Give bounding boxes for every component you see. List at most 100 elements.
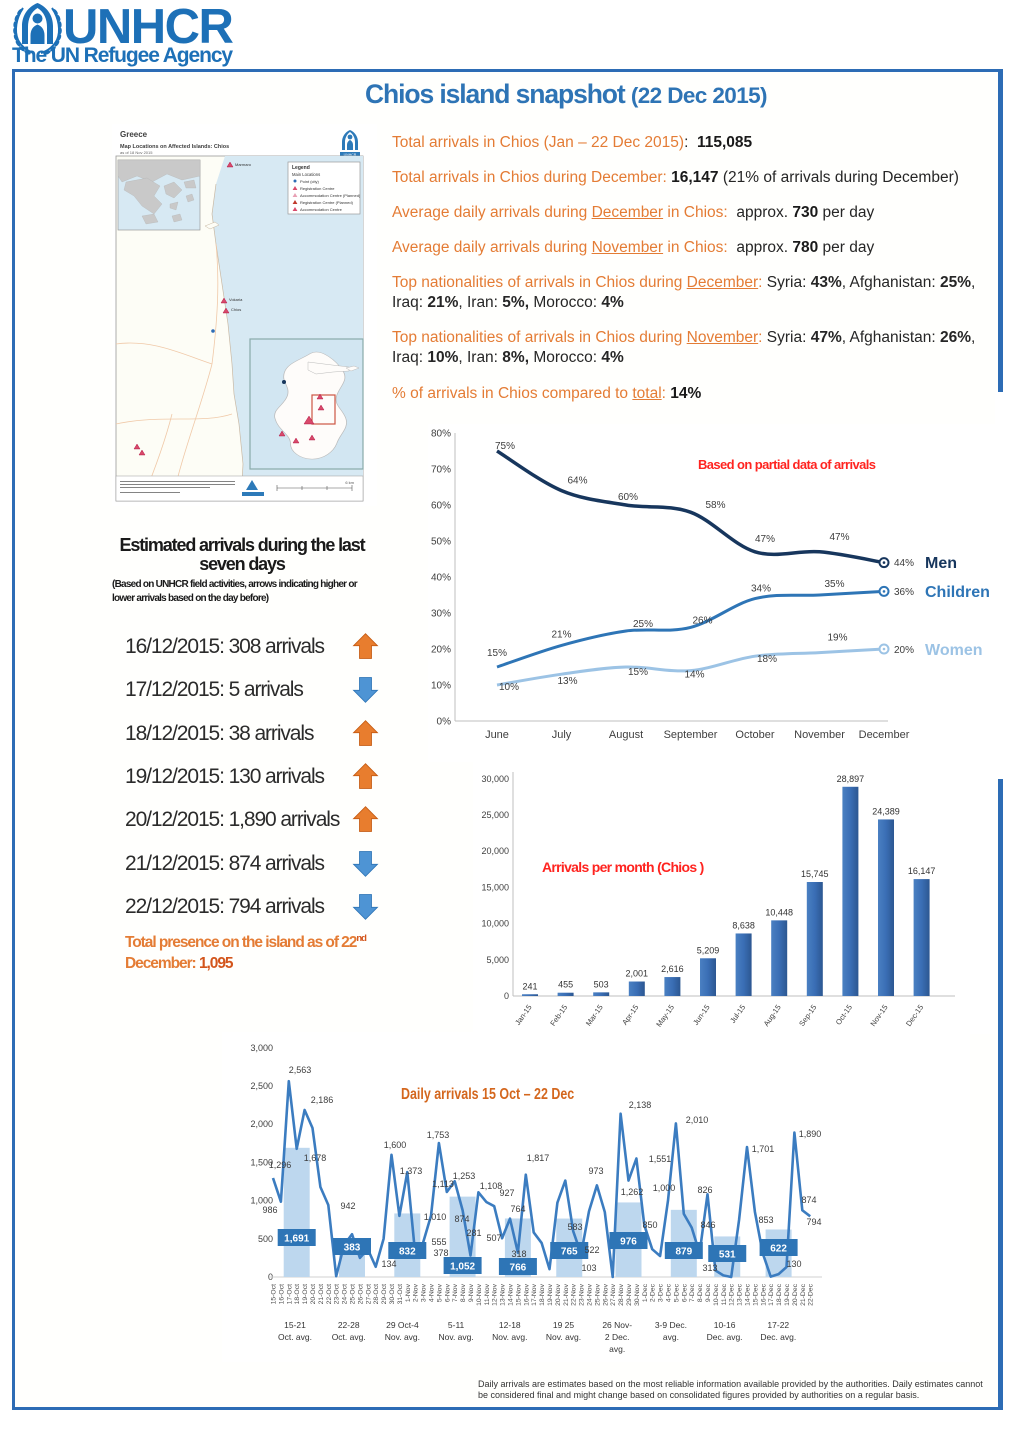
svg-text:832: 832 — [399, 1247, 416, 1258]
svg-text:UNHCR: UNHCR — [63, 0, 234, 54]
svg-text:1,678: 1,678 — [304, 1153, 327, 1163]
svg-text:130: 130 — [786, 1259, 801, 1269]
svg-text:Aug-15: Aug-15 — [762, 1003, 783, 1028]
svg-text:22-28: 22-28 — [338, 1320, 360, 1330]
svg-text:23-Nov: 23-Nov — [579, 1283, 586, 1306]
svg-text:18-Dec: 18-Dec — [776, 1283, 783, 1306]
svg-text:9-Nov: 9-Nov — [468, 1283, 475, 1302]
svg-text:20%: 20% — [894, 645, 914, 656]
svg-text:927: 927 — [499, 1188, 514, 1198]
svg-text:879: 879 — [675, 1247, 692, 1258]
svg-text:19-Oct: 19-Oct — [302, 1284, 309, 1305]
svg-text:Point (city): Point (city) — [300, 179, 320, 184]
svg-text:30-Oct: 30-Oct — [389, 1284, 396, 1305]
svg-text:455: 455 — [558, 980, 573, 990]
svg-text:15-Dec: 15-Dec — [752, 1283, 759, 1306]
svg-text:Oct-15: Oct-15 — [834, 1003, 854, 1027]
svg-text:1,253: 1,253 — [453, 1171, 476, 1181]
svg-text:853: 853 — [758, 1215, 773, 1225]
svg-text:8-Nov: 8-Nov — [460, 1283, 467, 1302]
svg-text:7-Dec: 7-Dec — [689, 1283, 696, 1302]
svg-text:3,000: 3,000 — [250, 1043, 273, 1053]
svg-text:19%: 19% — [827, 633, 847, 644]
svg-text:Accommodation Centre: Accommodation Centre — [300, 207, 343, 212]
svg-text:10,000: 10,000 — [481, 919, 509, 929]
svg-text:15-Oct: 15-Oct — [271, 1284, 278, 1305]
svg-text:35%: 35% — [824, 579, 844, 590]
svg-text:1,000: 1,000 — [250, 1196, 273, 1206]
svg-text:23-Oct: 23-Oct — [334, 1284, 341, 1305]
svg-text:Nov. avg.: Nov. avg. — [492, 1332, 527, 1342]
svg-text:28,897: 28,897 — [837, 774, 865, 784]
svg-text:874: 874 — [454, 1214, 469, 1224]
svg-text:1,000: 1,000 — [653, 1183, 676, 1193]
svg-text:29 Oct-4: 29 Oct-4 — [386, 1320, 419, 1330]
svg-text:1,600: 1,600 — [384, 1140, 407, 1150]
svg-text:27-Nov: 27-Nov — [610, 1283, 617, 1306]
svg-text:25,000: 25,000 — [481, 810, 509, 820]
svg-text:1,551: 1,551 — [649, 1154, 672, 1164]
svg-text:75%: 75% — [495, 441, 515, 452]
svg-text:20-Oct: 20-Oct — [310, 1284, 317, 1305]
svg-text:25-Nov: 25-Nov — [594, 1283, 601, 1306]
svg-text:2 Dec.: 2 Dec. — [605, 1332, 630, 1342]
svg-text:21-Oct: 21-Oct — [318, 1284, 325, 1305]
svg-text:24-Oct: 24-Oct — [342, 1284, 349, 1305]
svg-text:May-15: May-15 — [654, 1003, 676, 1029]
svg-text:Jan-15: Jan-15 — [513, 1003, 534, 1027]
svg-text:1,296: 1,296 — [269, 1160, 292, 1170]
svg-text:Nov. avg.: Nov. avg. — [385, 1332, 420, 1342]
svg-text:1-Dec: 1-Dec — [642, 1283, 649, 1302]
svg-text:16-Dec: 16-Dec — [760, 1283, 767, 1306]
svg-text:64%: 64% — [567, 476, 587, 487]
svg-text:20%: 20% — [431, 645, 451, 656]
svg-text:Feb-15: Feb-15 — [548, 1003, 569, 1028]
svg-text:15-21: 15-21 — [284, 1320, 306, 1330]
svg-text:17-Dec: 17-Dec — [768, 1283, 775, 1306]
svg-text:10%: 10% — [431, 681, 451, 692]
svg-text:70%: 70% — [431, 465, 451, 476]
svg-text:July: July — [552, 729, 572, 741]
svg-text:31-Oct: 31-Oct — [397, 1284, 404, 1305]
svg-text:28-Nov: 28-Nov — [618, 1283, 625, 1306]
svg-text:1,113: 1,113 — [432, 1179, 454, 1189]
svg-text:13-Nov: 13-Nov — [500, 1283, 507, 1306]
svg-text:as of 18 Nov 2015: as of 18 Nov 2015 — [120, 150, 153, 155]
svg-text:27-Oct: 27-Oct — [365, 1284, 372, 1305]
svg-text:13-Dec: 13-Dec — [737, 1283, 744, 1306]
svg-text:June: June — [485, 729, 509, 741]
svg-text:942: 942 — [340, 1201, 355, 1211]
svg-text:Dec-15: Dec-15 — [904, 1003, 925, 1028]
svg-text:0: 0 — [504, 991, 509, 1001]
svg-text:Accommodation Centre (Planned): Accommodation Centre (Planned) — [300, 193, 361, 198]
svg-text:17-Nov: 17-Nov — [531, 1283, 538, 1306]
svg-text:9-Dec: 9-Dec — [705, 1283, 712, 1302]
svg-text:22-Dec: 22-Dec — [808, 1283, 815, 1306]
svg-text:26 Nov-: 26 Nov- — [602, 1320, 632, 1330]
svg-text:16-Nov: 16-Nov — [523, 1283, 530, 1306]
svg-text:5-Nov: 5-Nov — [436, 1283, 443, 1302]
svg-text:34%: 34% — [751, 584, 771, 595]
svg-text:47%: 47% — [829, 532, 849, 543]
svg-text:Main Locations: Main Locations — [292, 172, 320, 177]
svg-text:1,701: 1,701 — [752, 1144, 775, 1154]
svg-text:281: 281 — [466, 1228, 481, 1238]
svg-text:12-18: 12-18 — [499, 1320, 521, 1330]
svg-text:1-Nov: 1-Nov — [405, 1283, 412, 1302]
svg-text:241: 241 — [522, 981, 537, 991]
svg-text:Oct. avg.: Oct. avg. — [278, 1332, 312, 1342]
svg-text:20-Nov: 20-Nov — [555, 1283, 562, 1306]
svg-text:avg.: avg. — [609, 1344, 625, 1354]
svg-text:10%: 10% — [499, 682, 519, 693]
svg-text:Nov. avg.: Nov. avg. — [546, 1332, 581, 1342]
svg-text:1,010: 1,010 — [424, 1212, 447, 1222]
svg-text:15,745: 15,745 — [801, 869, 829, 879]
svg-text:765: 765 — [561, 1247, 578, 1258]
svg-text:14%: 14% — [684, 670, 704, 681]
svg-text:10-Nov: 10-Nov — [476, 1283, 483, 1306]
svg-text:378: 378 — [433, 1248, 448, 1258]
svg-text:13%: 13% — [557, 676, 577, 687]
svg-text:522: 522 — [584, 1245, 599, 1255]
svg-text:318: 318 — [511, 1249, 526, 1259]
svg-text:40%: 40% — [431, 573, 451, 584]
